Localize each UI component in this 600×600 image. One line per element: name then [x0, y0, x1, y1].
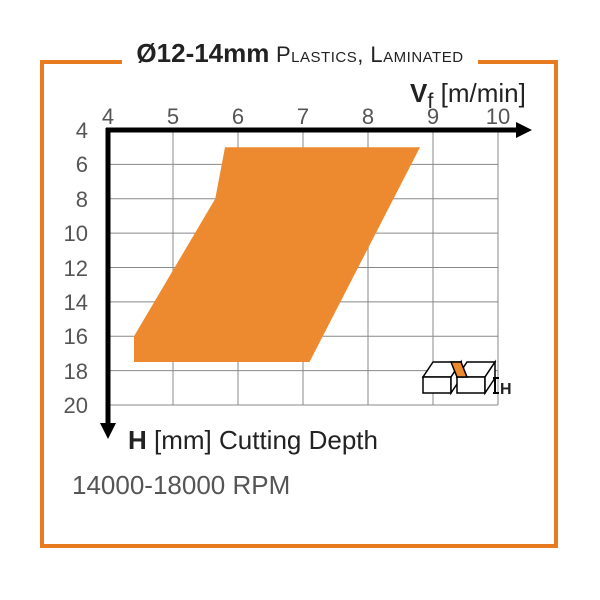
y-tick: 14 — [58, 290, 88, 316]
x-tick: 7 — [288, 104, 318, 130]
y-tick: 6 — [58, 152, 88, 178]
x-tick: 8 — [353, 104, 383, 130]
title-main: Ø12-14mm — [136, 38, 269, 68]
x-tick: 10 — [483, 104, 513, 130]
rpm-label: 14000-18000 RPM — [72, 470, 290, 501]
y-axis-label: H [mm] Cutting Depth — [128, 425, 378, 456]
chart-title-wrap: Ø12-14mm Plastics, Laminated — [0, 38, 600, 69]
y-tick: 12 — [58, 256, 88, 282]
chart-title: Ø12-14mm Plastics, Laminated — [122, 38, 477, 69]
y-tick: 18 — [58, 359, 88, 385]
icon-h-label: H — [500, 381, 512, 399]
y-tick: 10 — [58, 221, 88, 247]
chart-plot — [88, 110, 538, 445]
x-tick: 6 — [223, 104, 253, 130]
y-tick: 20 — [58, 393, 88, 419]
y-tick: 4 — [58, 118, 88, 144]
x-tick: 9 — [418, 104, 448, 130]
y-tick: 16 — [58, 324, 88, 350]
title-sub: Plastics, Laminated — [269, 42, 463, 67]
y-tick: 8 — [58, 187, 88, 213]
depth-icon — [423, 362, 499, 393]
x-tick: 5 — [158, 104, 188, 130]
x-tick: 4 — [93, 104, 123, 130]
